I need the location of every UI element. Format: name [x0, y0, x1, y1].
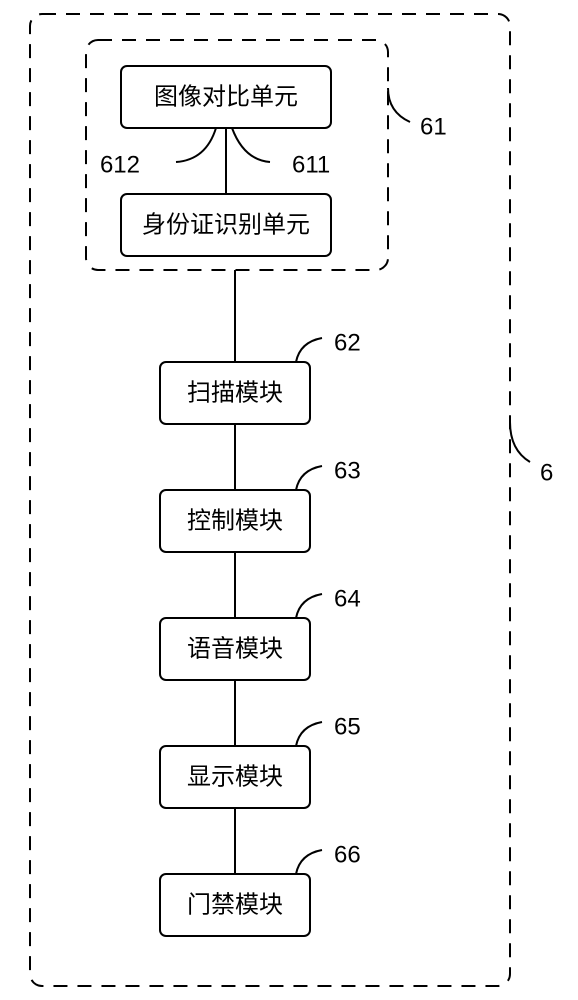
refnum-ref64: 64 — [334, 585, 361, 612]
leader-ref63 — [296, 466, 322, 490]
leader-ref64 — [296, 594, 322, 618]
refnum-ref611: 611 — [292, 151, 330, 178]
node-control-label: 控制模块 — [187, 507, 283, 534]
refnum-ref63: 63 — [334, 457, 361, 484]
node-id_recognition-label: 身份证识别单元 — [142, 211, 310, 238]
node-voice-label: 语音模块 — [187, 635, 283, 662]
refnum-ref66: 66 — [334, 841, 361, 868]
leader-ref61 — [388, 88, 410, 122]
leader-ref6 — [510, 422, 530, 462]
refnum-ref65: 65 — [334, 713, 361, 740]
leader-ref612 — [176, 128, 216, 162]
leader-ref66 — [296, 850, 322, 874]
leader-ref65 — [296, 722, 322, 746]
node-scan-label: 扫描模块 — [187, 379, 283, 406]
leader-ref62 — [296, 338, 322, 362]
node-display-label: 显示模块 — [187, 763, 283, 790]
node-access-label: 门禁模块 — [187, 891, 283, 918]
refnum-ref61: 61 — [420, 113, 447, 140]
refnum-ref612: 612 — [100, 151, 140, 178]
leader-ref611 — [232, 128, 270, 162]
refnum-ref62: 62 — [334, 329, 361, 356]
node-image_compare-label: 图像对比单元 — [154, 83, 298, 110]
refnum-ref6: 6 — [540, 459, 553, 486]
